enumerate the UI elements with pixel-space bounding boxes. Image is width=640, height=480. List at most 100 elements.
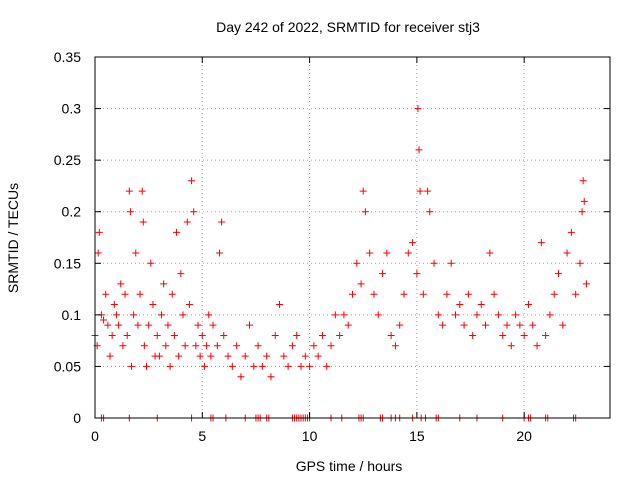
data-point [158, 311, 166, 319]
data-point [579, 177, 587, 185]
x-tick-label: 15 [409, 428, 425, 444]
data-point [524, 301, 532, 309]
data-point [149, 301, 157, 309]
data-point [520, 331, 528, 339]
data-point [132, 249, 140, 257]
data-point [228, 362, 236, 370]
data-point [192, 342, 200, 350]
data-point [136, 290, 144, 298]
data-point [383, 249, 391, 257]
y-tick-label: 0.15 [54, 255, 81, 271]
y-axis-label: SRMTID / TECUs [5, 183, 21, 293]
data-point [344, 321, 352, 329]
data-point [145, 321, 153, 329]
data-point [112, 311, 120, 319]
data-point [546, 311, 554, 319]
data-point [370, 290, 378, 298]
data-point [173, 228, 181, 236]
data-point [443, 290, 451, 298]
data-point [310, 342, 318, 350]
data-point [110, 301, 118, 309]
data-point [426, 208, 434, 216]
data-point [102, 290, 110, 298]
data-point [494, 311, 502, 319]
data-point [473, 311, 481, 319]
data-point [572, 290, 580, 298]
x-tick-label: 10 [302, 428, 318, 444]
data-point [327, 342, 335, 350]
data-point [555, 270, 562, 278]
grid-lines [95, 57, 610, 418]
data-point [414, 105, 422, 113]
data-point [164, 321, 172, 329]
data-point [477, 301, 485, 309]
y-axis-ticks: 0 0.05 0.1 0.15 0.2 0.25 0.3 0.35 [54, 49, 610, 426]
data-point [196, 352, 204, 360]
data-point [533, 342, 541, 350]
data-point [115, 321, 123, 329]
data-point [203, 342, 211, 350]
data-point [127, 362, 135, 370]
data-point [306, 362, 314, 370]
data-point [391, 342, 399, 350]
data-point [254, 342, 262, 350]
data-point [246, 321, 253, 329]
data-point [460, 321, 468, 329]
data-point [424, 187, 432, 195]
data-point [198, 331, 206, 339]
data-point [162, 342, 170, 350]
data-point [139, 218, 147, 226]
data-point [323, 362, 331, 370]
data-point [301, 352, 309, 360]
data-point [108, 331, 116, 339]
data-points [91, 105, 590, 422]
data-point [267, 373, 275, 381]
data-point [140, 342, 148, 350]
data-point [486, 249, 494, 257]
data-point [482, 321, 490, 329]
data-point [430, 259, 438, 267]
data-point [582, 280, 590, 288]
data-point [452, 311, 459, 319]
y-tick-label: 0.05 [54, 358, 81, 374]
data-point [185, 301, 193, 309]
data-point [104, 321, 112, 329]
data-point [280, 352, 288, 360]
data-point [507, 342, 515, 350]
data-point [361, 208, 369, 216]
x-tick-label: 5 [198, 428, 206, 444]
data-point [271, 331, 279, 339]
data-point [550, 290, 558, 298]
data-point [155, 352, 163, 360]
data-point [258, 362, 266, 370]
data-point [138, 187, 146, 195]
data-point [374, 311, 382, 319]
data-point [134, 321, 142, 329]
y-tick-label: 0.2 [62, 204, 82, 220]
x-axis-label: GPS time / hours [296, 458, 403, 474]
data-point [499, 331, 507, 339]
data-point [293, 331, 301, 339]
data-point [207, 352, 215, 360]
data-point [130, 311, 138, 319]
data-point [276, 301, 284, 309]
data-point [123, 331, 131, 339]
data-point [175, 352, 183, 360]
data-point [503, 321, 511, 329]
data-point [220, 331, 228, 339]
data-point [179, 311, 187, 319]
data-point [387, 331, 395, 339]
data-point [366, 249, 374, 257]
data-point [357, 280, 365, 288]
data-point [224, 352, 232, 360]
data-point [250, 362, 258, 370]
data-point [416, 187, 424, 195]
data-point [567, 228, 575, 236]
data-point [288, 342, 296, 350]
data-point [100, 316, 108, 324]
data-point [297, 362, 305, 370]
data-point [263, 352, 271, 360]
data-point [563, 249, 571, 257]
data-point [106, 352, 114, 360]
